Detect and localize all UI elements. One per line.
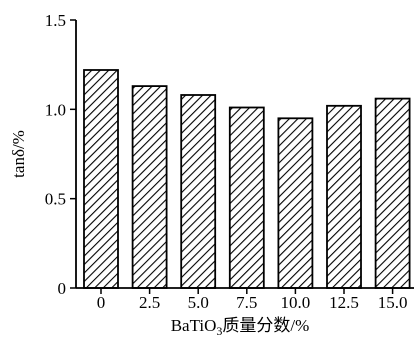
bar-12.5 — [326, 104, 362, 289]
bar-10.0 — [277, 117, 314, 289]
y-axis-label: tanδ/% — [9, 130, 28, 178]
x-tick-label: 15.0 — [378, 293, 408, 312]
x-tick-label: 2.5 — [139, 293, 160, 312]
bars-group — [83, 69, 411, 289]
x-axis-label-unit: 质量分数/% — [222, 316, 309, 335]
bar-0 — [83, 69, 119, 289]
y-tick-label: 1.0 — [45, 100, 66, 119]
x-ticks-group: 0 2.5 5.0 7.5 10.0 12.5 15.0 — [97, 288, 408, 312]
x-tick-label: 12.5 — [329, 293, 359, 312]
x-axis-label-main: BaTiO — [171, 316, 217, 335]
bar-7.5 — [228, 106, 265, 289]
bar-15.0 — [374, 97, 411, 289]
y-tick-label: 1.5 — [45, 11, 66, 30]
y-tick-label: 0 — [58, 279, 67, 298]
x-axis-label: BaTiO3质量分数/% — [171, 316, 310, 338]
y-ticks-group: 0 0.5 1.0 1.5 — [45, 11, 76, 298]
x-axis-label-subscript: 3 — [216, 324, 222, 338]
x-tick-label: 5.0 — [188, 293, 209, 312]
y-tick-label: 0.5 — [45, 190, 66, 209]
bar-5.0 — [180, 94, 217, 289]
x-tick-label: 10.0 — [281, 293, 311, 312]
bar-2.5 — [131, 85, 168, 289]
x-tick-label: 7.5 — [236, 293, 257, 312]
x-tick-label: 0 — [97, 293, 106, 312]
